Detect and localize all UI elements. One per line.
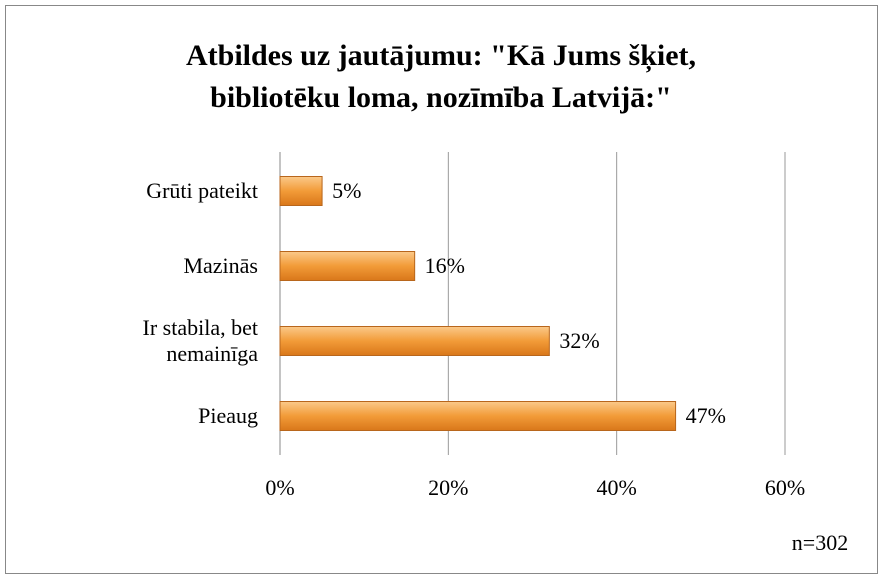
value-label: 32% [559, 328, 599, 353]
chart-border [5, 5, 878, 574]
x-tick-label: 20% [428, 475, 468, 500]
x-tick-label: 0% [265, 475, 294, 500]
bar [279, 326, 550, 356]
value-label: 5% [332, 178, 361, 203]
chart-title: bibliotēku loma, nozīmība Latvijā:" [210, 81, 672, 114]
y-tick-label: Grūti pateikt [146, 178, 258, 203]
x-tick-label: 60% [765, 475, 805, 500]
y-tick-label: Pieaug [198, 403, 258, 428]
x-tick-label: 40% [597, 475, 637, 500]
bar [279, 251, 416, 281]
y-tick-label: Mazinās [183, 253, 258, 278]
y-tick-label: Ir stabila, bet nemainīga [142, 315, 258, 366]
annotation: n=302 [792, 530, 848, 555]
value-label: 47% [686, 403, 726, 428]
bar [279, 401, 677, 431]
value-label: 16% [425, 253, 465, 278]
bar [279, 176, 323, 206]
chart-title: Atbildes uz jautājumu: "Kā Jums šķiet, [186, 39, 696, 73]
